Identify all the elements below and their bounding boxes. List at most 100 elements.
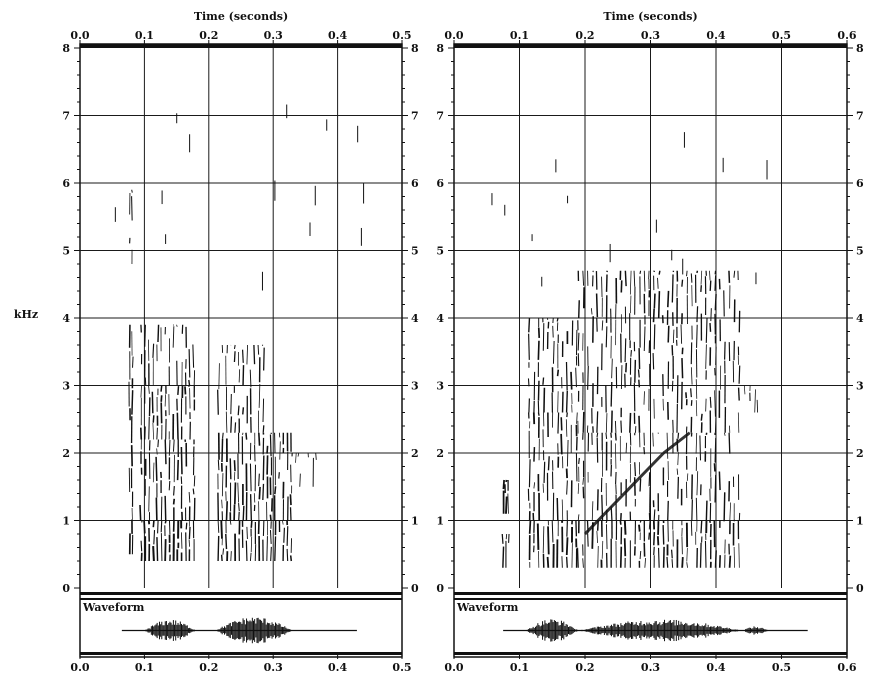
striation (737, 387, 740, 401)
striation (156, 427, 158, 440)
striation (653, 546, 655, 556)
striation (249, 552, 252, 562)
striation (610, 382, 613, 407)
striation (140, 540, 143, 552)
striation (577, 483, 580, 494)
striation (295, 452, 297, 463)
striation (671, 559, 674, 568)
striation (152, 462, 155, 483)
striation (601, 320, 604, 331)
striation (601, 540, 604, 559)
striation (528, 520, 532, 534)
spec-bottom-bar (80, 592, 402, 595)
striation (577, 332, 580, 351)
waveform (121, 617, 357, 644)
striation (131, 390, 134, 415)
y-tick-label-left: 7 (436, 110, 444, 123)
striation (238, 503, 240, 512)
striation (624, 338, 627, 363)
striation (188, 385, 190, 388)
x-tick-label-top: 0.3 (264, 29, 283, 42)
striation (502, 479, 505, 490)
striation (279, 441, 281, 460)
y-tick-label-right: 8 (411, 42, 419, 55)
striation (565, 556, 568, 568)
striation (657, 277, 659, 289)
striation (217, 535, 220, 562)
x-tick-label-bottom: 0.0 (444, 661, 463, 674)
striation (614, 420, 617, 433)
striation (615, 471, 617, 485)
striation (677, 432, 680, 439)
striation (234, 422, 237, 433)
striation (528, 459, 531, 488)
striation (537, 340, 540, 360)
striation (639, 520, 642, 523)
striation (596, 411, 599, 433)
striation (560, 433, 563, 455)
striation (699, 542, 702, 568)
striation (188, 349, 191, 378)
striation (738, 365, 741, 384)
striation (266, 445, 269, 454)
striation (192, 488, 195, 495)
y-tick-label-left: 8 (436, 42, 444, 55)
x-tick-label-bottom: 0.5 (772, 661, 791, 674)
striation (619, 520, 622, 525)
striation (160, 385, 163, 392)
striation (536, 523, 540, 550)
y-tick-label-right: 4 (411, 312, 419, 325)
x-tick-label-bottom: 0.3 (264, 661, 283, 674)
striation (620, 365, 623, 390)
striation (638, 524, 641, 532)
waveform-top-bar (454, 598, 847, 600)
striation (229, 458, 232, 480)
striation (156, 537, 159, 562)
x-tick-label-top: 0.2 (575, 29, 594, 42)
striation (233, 351, 236, 363)
striation (565, 537, 569, 556)
striation (241, 349, 244, 363)
striation (623, 520, 627, 535)
striation (237, 482, 239, 503)
striation (643, 446, 646, 455)
striation (177, 386, 180, 396)
striation (714, 390, 716, 417)
striation (552, 340, 555, 364)
x-tick-label-bottom: 0.1 (135, 661, 154, 674)
striation (528, 317, 531, 333)
striation (164, 495, 167, 521)
x-tick-label-top: 0.4 (706, 29, 725, 42)
x-tick-label-top: 0.5 (772, 29, 791, 42)
striation (152, 520, 155, 528)
striation (662, 525, 665, 545)
formant-track (583, 505, 613, 536)
striation (551, 520, 554, 543)
striation (289, 494, 292, 506)
striation (225, 533, 228, 550)
striation (582, 558, 584, 568)
striation (686, 473, 689, 481)
x-tick-label-bottom: 0.2 (199, 661, 218, 674)
striation (278, 472, 280, 479)
striation (237, 405, 240, 416)
striation (262, 398, 265, 423)
striation (724, 432, 726, 436)
striation (709, 270, 711, 281)
striation (696, 324, 698, 348)
striation (577, 547, 579, 568)
striation (543, 461, 546, 483)
striation (677, 452, 679, 466)
striation (565, 361, 568, 391)
striation (172, 439, 175, 452)
striation (230, 416, 233, 433)
striation (253, 493, 256, 503)
y-tick-label-left: 7 (62, 110, 70, 123)
x-tick-label-top: 0.5 (392, 29, 411, 42)
striation (269, 514, 272, 521)
x-tick-label-top: 0.2 (199, 29, 218, 42)
x-tick-label-top: 0.1 (510, 29, 529, 42)
striation (575, 453, 578, 482)
striation (221, 438, 224, 463)
striation (596, 530, 598, 544)
